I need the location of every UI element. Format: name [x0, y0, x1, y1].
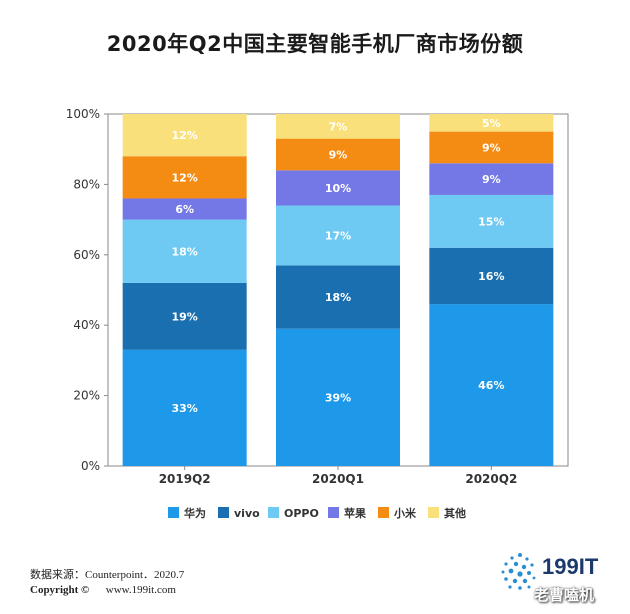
legend-label: 苹果 — [344, 506, 366, 520]
chart-title: 2020年Q2中国主要智能手机厂商市场份额 — [106, 32, 524, 56]
data-label: 46% — [478, 379, 504, 392]
watermark: 老曹嗑机 — [534, 586, 595, 604]
data-source: 数据来源：Counterpoint．2020.7 — [30, 569, 185, 581]
bar-segment — [276, 138, 400, 171]
data-label: 15% — [478, 215, 504, 228]
legend-swatch — [168, 507, 179, 518]
legend-swatch — [428, 507, 439, 518]
legend-swatch — [218, 507, 229, 518]
data-label: 33% — [171, 402, 197, 415]
logo: 199IT — [498, 550, 618, 602]
bar-segment — [122, 156, 247, 199]
bar-segment — [122, 198, 247, 220]
legend-swatch — [328, 507, 339, 518]
bar-segment — [122, 349, 247, 466]
data-label: 6% — [175, 203, 194, 216]
legend-label: OPPO — [284, 507, 319, 520]
copyright-label: Copyright © — [30, 584, 90, 596]
y-tick-label: 40% — [73, 318, 100, 332]
data-label: 16% — [478, 270, 504, 283]
data-label: 9% — [329, 148, 348, 161]
data-label: 19% — [171, 310, 197, 323]
legend-label: vivo — [234, 507, 260, 520]
data-label: 9% — [482, 173, 501, 186]
data-label: 10% — [325, 182, 351, 195]
data-label: 9% — [482, 141, 501, 154]
bar-segment — [429, 247, 554, 305]
x-tick-label: 2019Q2 — [159, 472, 211, 486]
legend-swatch — [268, 507, 279, 518]
bar-segment — [276, 265, 400, 329]
bar-segment — [429, 163, 554, 195]
x-tick-label: 2020Q1 — [312, 472, 364, 486]
data-label: 17% — [325, 229, 351, 242]
y-tick-label: 80% — [73, 177, 100, 191]
x-tick-label: 2020Q2 — [465, 472, 517, 486]
logo-text: 199IT — [542, 554, 599, 579]
logo-dots-icon — [501, 553, 536, 590]
bar-segment — [276, 205, 400, 266]
bar-segment — [429, 304, 554, 466]
bar-segment — [429, 114, 554, 132]
data-label: 5% — [482, 117, 501, 130]
data-label: 12% — [171, 171, 197, 184]
legend-swatch — [378, 507, 389, 518]
legend-label: 其他 — [444, 506, 466, 520]
website-link[interactable]: www.199it.com — [105, 584, 176, 596]
legend-label: 华为 — [184, 506, 206, 520]
bar-segment — [276, 328, 400, 466]
data-label: 18% — [325, 291, 351, 304]
data-label: 39% — [325, 391, 351, 404]
legend-label: 小米 — [393, 506, 417, 520]
bar-segment — [276, 114, 400, 139]
y-tick-label: 0% — [81, 459, 100, 473]
data-label: 18% — [171, 245, 197, 258]
data-label: 7% — [329, 120, 348, 133]
data-label: 12% — [171, 129, 197, 142]
y-tick-label: 100% — [66, 107, 100, 121]
bar-segment — [276, 170, 400, 206]
y-tick-label: 20% — [73, 389, 100, 403]
bar-segment — [122, 114, 247, 157]
y-tick-label: 60% — [73, 248, 100, 262]
bar-segment — [429, 194, 554, 248]
copyright-line: Copyright © www.199it.com — [30, 584, 176, 596]
bar-segment — [122, 219, 247, 283]
bar-segment — [122, 282, 247, 350]
bar-segment — [429, 131, 554, 164]
